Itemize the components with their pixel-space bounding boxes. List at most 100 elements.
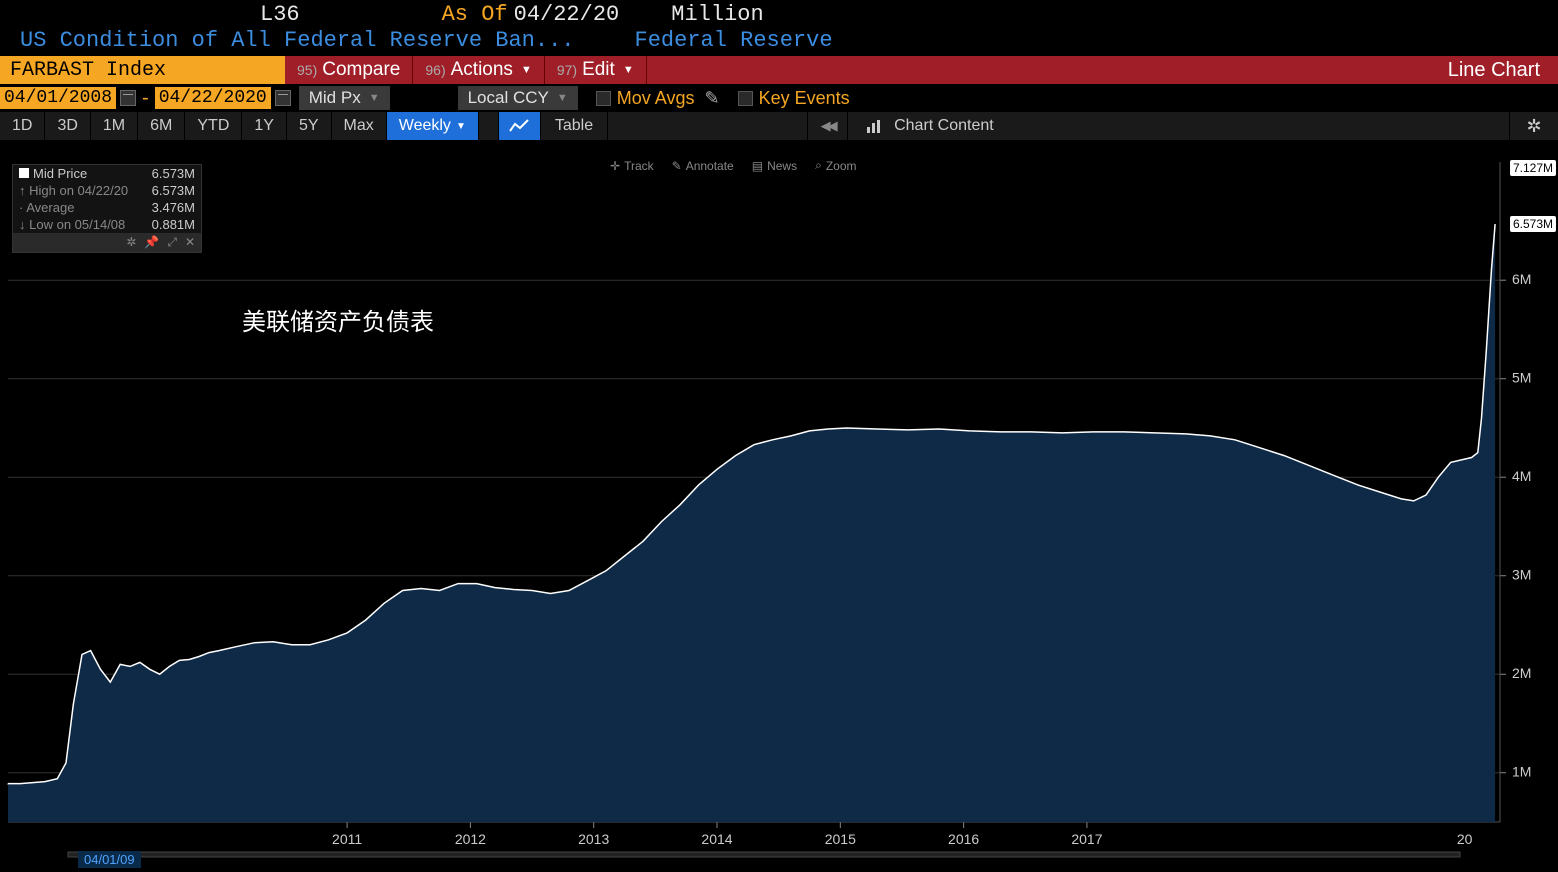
price-type-text: Mid Px (309, 88, 361, 108)
periodicity-select[interactable]: Weekly ▼ (387, 112, 479, 140)
chart-area[interactable]: 1M2M3M4M5M6M2011201220132014201520162017… (0, 154, 1558, 872)
actions-num: 96) (425, 62, 445, 78)
security-source: Federal Reserve (635, 28, 833, 56)
annotate-tool[interactable]: ✎ Annotate (672, 159, 734, 173)
status-bar: L36 As Of 04/22/20 Million (0, 0, 1558, 28)
close-icon[interactable]: ✕ (185, 235, 195, 250)
key-events-checkbox[interactable]: Key Events (738, 88, 850, 109)
settings-button[interactable]: ✲ (1510, 112, 1558, 140)
checkbox-icon (596, 91, 611, 106)
compare-button[interactable]: 95) Compare (285, 56, 413, 84)
legend-row-avg: · Average 3.476M (13, 199, 201, 216)
svg-text:2013: 2013 (578, 831, 609, 847)
pencil-icon[interactable]: ✎ (704, 88, 719, 109)
track-tool[interactable]: ✛ Track (610, 159, 654, 173)
pin-icon[interactable]: 📌 (144, 235, 159, 250)
chevron-down-icon: ▼ (456, 121, 466, 132)
svg-text:2015: 2015 (825, 831, 856, 847)
legend-row-low: ↓ Low on 05/14/08 0.881M (13, 216, 201, 233)
chevron-down-icon: ▼ (557, 92, 568, 104)
collapse-button[interactable]: ◀◀ (808, 112, 848, 140)
legend-mid-label: Mid Price (33, 166, 87, 181)
range-6m[interactable]: 6M (138, 112, 185, 140)
action-bar: FARBAST Index 95) Compare 96) Actions ▼ … (0, 56, 1558, 84)
date-range-bar: 04/01/2008 - 04/22/2020 Mid Px ▼ Local C… (0, 84, 1558, 112)
svg-text:2016: 2016 (948, 831, 979, 847)
currency-select[interactable]: Local CCY ▼ (458, 86, 578, 110)
ticker-text: FARBAST Index (10, 59, 166, 82)
svg-text:1M: 1M (1512, 764, 1531, 780)
chart-content-menu[interactable]: Chart Content (848, 112, 1510, 140)
legend-high-label: High on 04/22/20 (29, 183, 128, 198)
annotate-label: Annotate (686, 159, 734, 173)
chart-mini-toolbar: ✛ Track ✎ Annotate ▤ News ⌕Zoom (610, 158, 857, 173)
svg-text:2012: 2012 (455, 831, 486, 847)
legend-low-val: 0.881M (152, 217, 195, 232)
mov-avgs-label: Mov Avgs (617, 88, 695, 109)
date-from-input[interactable]: 04/01/2008 (0, 87, 116, 109)
asof-date: 04/22/20 (514, 2, 620, 27)
double-chevron-left-icon: ◀◀ (821, 118, 835, 134)
range-5y[interactable]: 5Y (287, 112, 332, 140)
line-chart-icon (508, 118, 530, 134)
legend-high-val: 6.573M (152, 183, 195, 198)
periodicity-text: Weekly (399, 117, 451, 135)
table-button[interactable]: Table (541, 112, 608, 140)
legend-avg-label: Average (26, 200, 74, 215)
date-from-text: 04/01/2008 (4, 88, 112, 108)
range-1d[interactable]: 1D (0, 112, 45, 140)
chart-svg: 1M2M3M4M5M6M2011201220132014201520162017… (0, 154, 1558, 872)
chart-icon (866, 119, 884, 133)
svg-text:2017: 2017 (1071, 831, 1102, 847)
key-events-label: Key Events (759, 88, 850, 109)
calendar-icon[interactable] (275, 90, 291, 106)
edit-num: 97) (557, 62, 577, 78)
svg-text:3M: 3M (1512, 567, 1531, 583)
edit-menu[interactable]: 97) Edit ▼ (545, 56, 647, 84)
svg-text:2011: 2011 (332, 831, 362, 847)
y-last-badge: 6.573M (1510, 216, 1556, 232)
status-l36: L36 (260, 2, 300, 27)
legend-row-mid: Mid Price 6.573M (13, 165, 201, 182)
svg-text:5M: 5M (1512, 370, 1531, 386)
unit-label: Million (671, 2, 763, 27)
range-1y[interactable]: 1Y (242, 112, 287, 140)
expand-icon[interactable]: ⤢ (167, 235, 177, 250)
chart-annotation: 美联储资产负债表 (242, 302, 434, 337)
date-separator: - (136, 87, 155, 110)
legend-low-label: Low on 05/14/08 (29, 217, 125, 232)
ticker-input[interactable]: FARBAST Index (0, 56, 285, 84)
chart-type-label[interactable]: Line Chart (1448, 59, 1540, 82)
crosshair-icon: ✛ (610, 159, 620, 173)
chevron-down-icon: ▼ (623, 64, 634, 76)
mov-avgs-checkbox[interactable]: Mov Avgs ✎ (596, 88, 720, 109)
range-toolbar: 1D3D1M6MYTD1Y5YMax Weekly ▼ Table ◀◀ Cha… (0, 112, 1558, 140)
calendar-icon[interactable] (120, 90, 136, 106)
range-1m[interactable]: 1M (91, 112, 138, 140)
gear-icon[interactable]: ✲ (126, 235, 136, 250)
svg-text:4M: 4M (1512, 468, 1531, 484)
edit-label: Edit (582, 59, 615, 81)
range-max[interactable]: Max (332, 112, 387, 140)
date-to-input[interactable]: 04/22/2020 (155, 87, 271, 109)
action-bar-right: Line Chart (647, 56, 1558, 84)
price-type-select[interactable]: Mid Px ▼ (299, 86, 390, 110)
actions-menu[interactable]: 96) Actions ▼ (413, 56, 544, 84)
table-label: Table (555, 117, 593, 135)
zoom-icon: ⌕ (815, 158, 822, 173)
svg-text:2M: 2M (1512, 665, 1531, 681)
currency-text: Local CCY (468, 88, 549, 108)
zoom-tool[interactable]: ⌕Zoom (815, 158, 856, 173)
news-tool[interactable]: ▤ News (752, 159, 797, 173)
news-label: News (767, 159, 797, 173)
legend-panel[interactable]: Mid Price 6.573M ↑ High on 04/22/20 6.57… (12, 164, 202, 253)
news-icon: ▤ (752, 159, 763, 173)
scrubber-start-date[interactable]: 04/01/09 (78, 851, 141, 868)
range-ytd[interactable]: YTD (185, 112, 242, 140)
gear-icon: ✲ (1526, 116, 1541, 137)
legend-row-high: ↑ High on 04/22/20 6.573M (13, 182, 201, 199)
range-3d[interactable]: 3D (45, 112, 90, 140)
chart-type-button[interactable] (499, 112, 541, 140)
track-label: Track (624, 159, 654, 173)
pencil-icon: ✎ (672, 159, 682, 173)
